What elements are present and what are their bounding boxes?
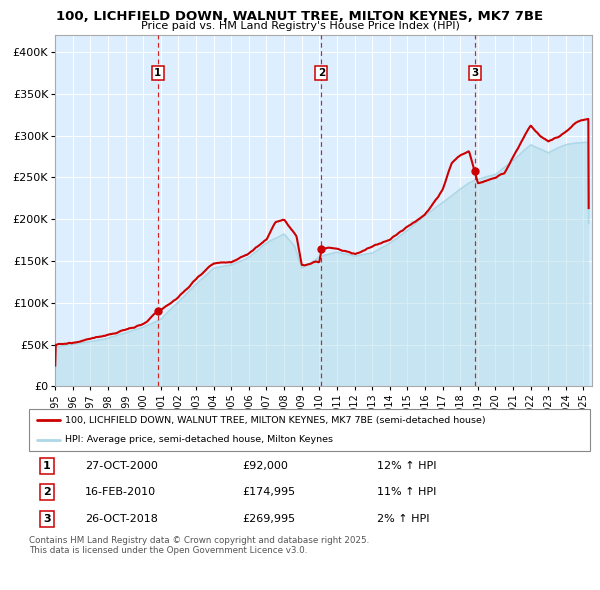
Text: £92,000: £92,000 <box>242 461 288 471</box>
Text: 3: 3 <box>471 68 478 78</box>
Text: Contains HM Land Registry data © Crown copyright and database right 2025.
This d: Contains HM Land Registry data © Crown c… <box>29 536 369 555</box>
Text: £269,995: £269,995 <box>242 514 295 524</box>
Text: 1: 1 <box>43 461 50 471</box>
Text: £174,995: £174,995 <box>242 487 295 497</box>
Text: 27-OCT-2000: 27-OCT-2000 <box>85 461 158 471</box>
Text: 2: 2 <box>43 487 50 497</box>
Text: 2: 2 <box>318 68 325 78</box>
Text: 26-OCT-2018: 26-OCT-2018 <box>85 514 158 524</box>
Text: 1: 1 <box>154 68 161 78</box>
Text: 2% ↑ HPI: 2% ↑ HPI <box>377 514 429 524</box>
Text: 11% ↑ HPI: 11% ↑ HPI <box>377 487 436 497</box>
Text: Price paid vs. HM Land Registry's House Price Index (HPI): Price paid vs. HM Land Registry's House … <box>140 21 460 31</box>
Text: 16-FEB-2010: 16-FEB-2010 <box>85 487 156 497</box>
Text: 3: 3 <box>43 514 50 524</box>
Text: 100, LICHFIELD DOWN, WALNUT TREE, MILTON KEYNES, MK7 7BE (semi-detached house): 100, LICHFIELD DOWN, WALNUT TREE, MILTON… <box>65 416 486 425</box>
Text: 12% ↑ HPI: 12% ↑ HPI <box>377 461 436 471</box>
Text: HPI: Average price, semi-detached house, Milton Keynes: HPI: Average price, semi-detached house,… <box>65 435 333 444</box>
Text: 100, LICHFIELD DOWN, WALNUT TREE, MILTON KEYNES, MK7 7BE: 100, LICHFIELD DOWN, WALNUT TREE, MILTON… <box>56 10 544 23</box>
